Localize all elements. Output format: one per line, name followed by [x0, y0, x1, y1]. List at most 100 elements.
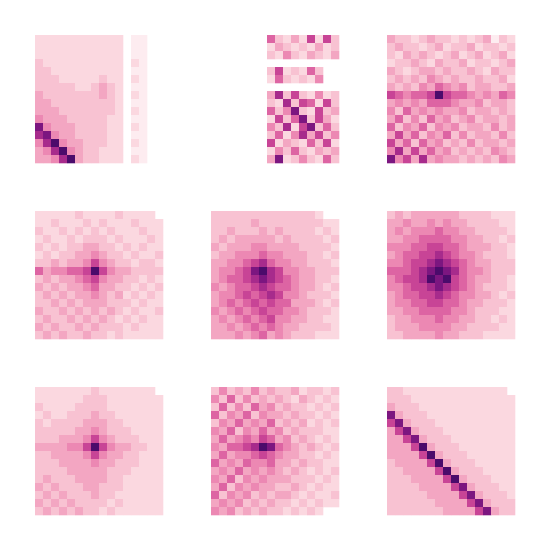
heatmap-cell [419, 315, 428, 324]
heatmap-cell [83, 219, 92, 228]
heatmap-cell [499, 475, 508, 484]
heatmap-cell [155, 331, 164, 340]
heatmap-cell [419, 251, 428, 260]
heatmap-cell [107, 99, 116, 108]
heatmap-cell [99, 387, 108, 396]
heatmap-cell [331, 299, 340, 308]
heatmap-cell [35, 491, 44, 500]
heatmap-cell [107, 267, 116, 276]
heatmap-cell [331, 475, 340, 484]
heatmap-cell [395, 139, 404, 148]
heatmap-cell [443, 99, 452, 108]
heatmap-cell [283, 323, 292, 332]
heatmap-cell [267, 51, 276, 60]
heatmap-cell [227, 259, 236, 268]
heatmap-cell [155, 315, 164, 324]
heatmap-cell [131, 75, 140, 84]
heatmap-cell [83, 427, 92, 436]
heatmap-cell [99, 283, 108, 292]
heatmap-cell [403, 123, 412, 132]
heatmap-cell [435, 227, 444, 236]
heatmap-cell [275, 467, 284, 476]
heatmap-cell [227, 219, 236, 228]
heatmap-cell [507, 411, 516, 420]
heatmap-cell [331, 227, 340, 236]
heatmap-cell [139, 91, 148, 100]
heatmap-cell [499, 427, 508, 436]
heatmap-cell [275, 51, 284, 60]
heatmap-cell [387, 35, 396, 44]
heatmap-cell [499, 155, 508, 164]
heatmap-cell [139, 67, 148, 76]
heatmap-cell [267, 323, 276, 332]
heatmap-cell [211, 499, 220, 508]
heatmap-cell [139, 83, 148, 92]
heatmap-cell [315, 227, 324, 236]
heatmap-cell [251, 275, 260, 284]
heatmap-cell [235, 315, 244, 324]
heatmap-cell [403, 443, 412, 452]
heatmap-cell [99, 35, 108, 44]
heatmap-cell [139, 451, 148, 460]
heatmap-cell [459, 107, 468, 116]
heatmap-cell [107, 395, 116, 404]
heatmap-panel [387, 211, 516, 340]
heatmap-cell [91, 435, 100, 444]
heatmap-cell [147, 291, 156, 300]
heatmap-cell [331, 443, 340, 452]
heatmap-cell [291, 51, 300, 60]
heatmap-cell [507, 299, 516, 308]
heatmap-cell [499, 123, 508, 132]
heatmap-cell [115, 459, 124, 468]
heatmap-cell [115, 451, 124, 460]
heatmap-cell [387, 59, 396, 68]
heatmap-cell [315, 67, 324, 76]
heatmap-cell [427, 307, 436, 316]
heatmap-cell [75, 43, 84, 52]
heatmap-cell [83, 131, 92, 140]
heatmap-cell [35, 275, 44, 284]
heatmap-cell [59, 435, 68, 444]
heatmap-cell [483, 499, 492, 508]
heatmap-cell [435, 259, 444, 268]
heatmap-cell [59, 443, 68, 452]
heatmap-cell [331, 483, 340, 492]
heatmap-cell [291, 307, 300, 316]
heatmap-cell [275, 115, 284, 124]
heatmap-cell [99, 43, 108, 52]
heatmap-cell [467, 99, 476, 108]
heatmap-cell [307, 235, 316, 244]
heatmap-cell [275, 91, 284, 100]
heatmap-cell [139, 147, 148, 156]
heatmap-cell [483, 275, 492, 284]
heatmap-cell [299, 107, 308, 116]
heatmap-cell [507, 275, 516, 284]
heatmap-cell [259, 451, 268, 460]
heatmap-cell [435, 51, 444, 60]
heatmap-cell [499, 499, 508, 508]
heatmap-cell [419, 451, 428, 460]
heatmap-cell [91, 331, 100, 340]
heatmap-cell [291, 299, 300, 308]
heatmap-cell [139, 467, 148, 476]
heatmap-cell [43, 491, 52, 500]
heatmap-cell [435, 475, 444, 484]
heatmap-cell [459, 219, 468, 228]
heatmap-cell [235, 395, 244, 404]
heatmap-cell [491, 155, 500, 164]
heatmap-cell [275, 299, 284, 308]
heatmap-cell [435, 459, 444, 468]
heatmap-cell [419, 491, 428, 500]
heatmap-cell [403, 35, 412, 44]
heatmap-cell [75, 283, 84, 292]
heatmap-cell [483, 387, 492, 396]
heatmap-cell [99, 443, 108, 452]
heatmap-cell [483, 459, 492, 468]
heatmap-cell [251, 323, 260, 332]
heatmap-cell [483, 155, 492, 164]
heatmap-cell [83, 323, 92, 332]
heatmap-cell [395, 219, 404, 228]
heatmap-cell [427, 139, 436, 148]
heatmap-cell [67, 243, 76, 252]
heatmap-cell [427, 291, 436, 300]
